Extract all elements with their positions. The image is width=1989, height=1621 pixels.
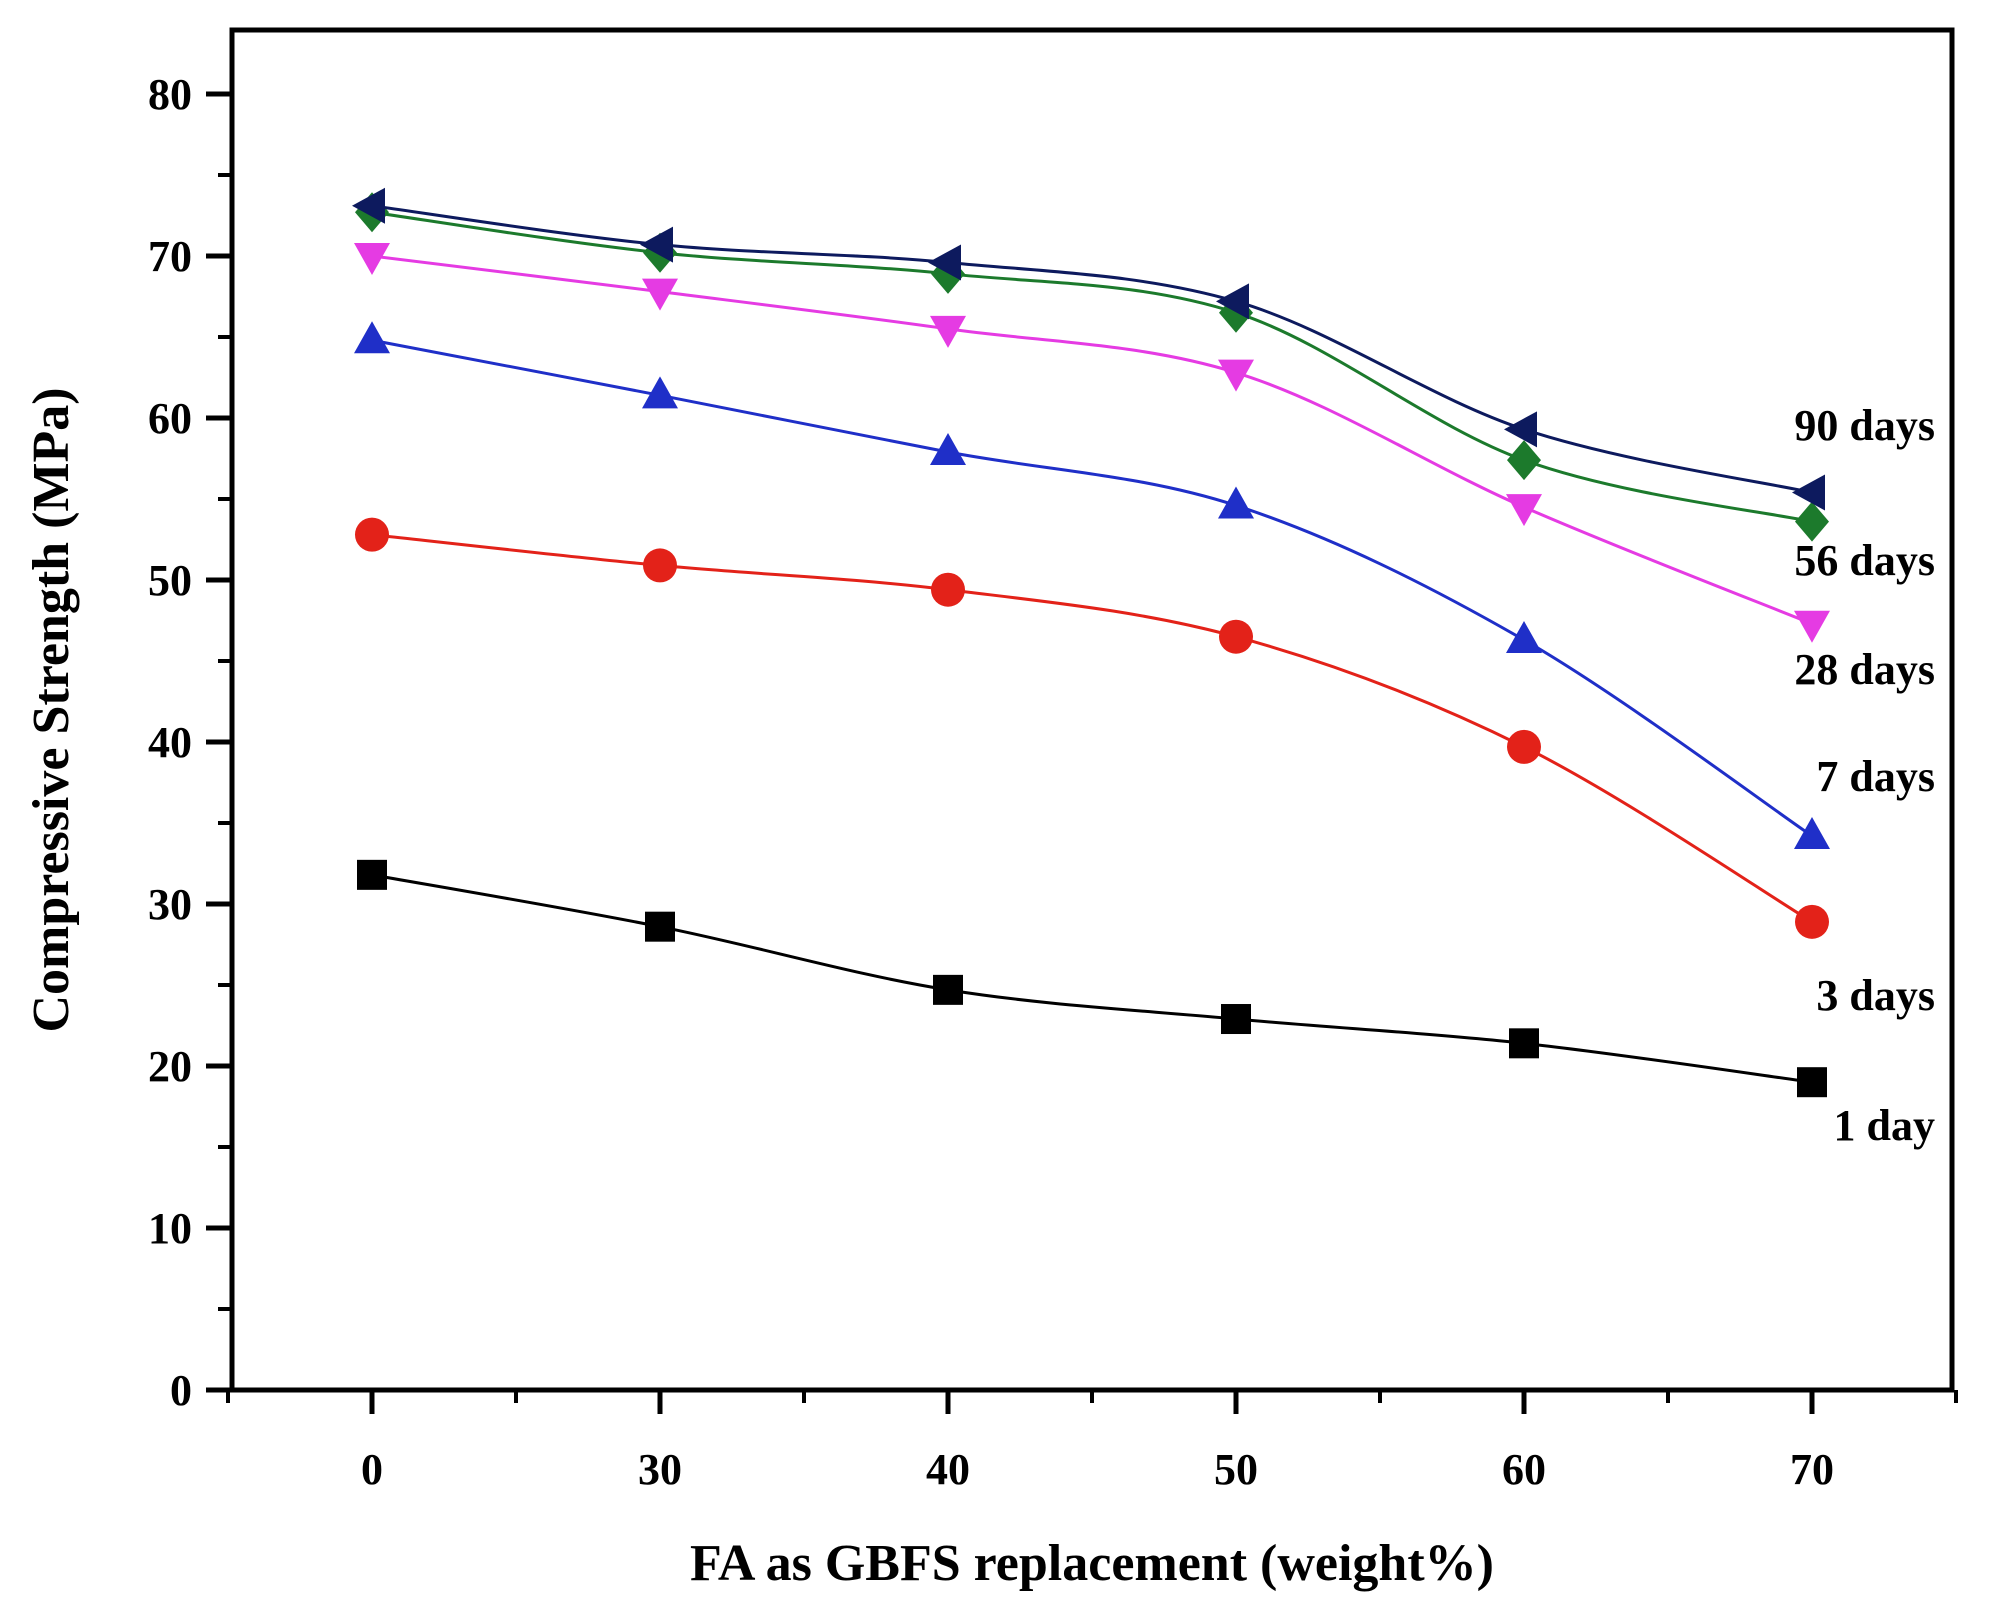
- series-90-days: [352, 187, 1825, 511]
- series-label: 90 days: [1794, 401, 1935, 450]
- data-point-circle: [1507, 729, 1541, 764]
- series-line: [371, 254, 1813, 626]
- y-tick-label: 50: [148, 556, 192, 605]
- data-point-triangle-left: [352, 187, 385, 224]
- series-3-days: [355, 517, 1829, 939]
- data-point-triangle-left: [1504, 411, 1537, 448]
- data-point-triangle-left: [1792, 474, 1825, 511]
- data-point-square: [1797, 1067, 1827, 1098]
- data-point-circle: [1219, 619, 1253, 654]
- x-tick-label: 0: [361, 1445, 383, 1494]
- series-7-days: [354, 321, 1830, 849]
- series-line: [371, 873, 1813, 1084]
- data-point-triangle-down: [1506, 494, 1542, 527]
- data-point-circle: [355, 517, 389, 552]
- x-tick-label: 40: [926, 1445, 970, 1494]
- series-label: 56 days: [1794, 536, 1935, 585]
- data-point-triangle-down: [1218, 359, 1254, 392]
- data-point-triangle-down: [354, 243, 390, 275]
- plot-frame: [229, 27, 1955, 1393]
- x-tick-label: 70: [1790, 1445, 1834, 1494]
- data-point-diamond: [1507, 440, 1541, 481]
- data-point-triangle-up: [1794, 816, 1830, 849]
- series-label: 28 days: [1794, 645, 1935, 694]
- data-point-square: [645, 911, 675, 942]
- x-tick-label: 50: [1214, 1445, 1258, 1494]
- data-point-triangle-up: [930, 433, 966, 466]
- series-line: [371, 210, 1813, 524]
- series-1-day: [357, 859, 1827, 1098]
- y-tick-label: 0: [170, 1366, 192, 1415]
- data-point-square: [1221, 1004, 1251, 1035]
- data-point-triangle-left: [1216, 283, 1249, 320]
- series-label: 1 day: [1834, 1101, 1935, 1150]
- y-tick-label: 80: [148, 70, 192, 119]
- series-group: 1 day 3 days 7 days 28 days 56 days 90 days: [352, 187, 1935, 1150]
- data-point-triangle-left: [640, 226, 673, 263]
- data-point-circle: [643, 548, 677, 583]
- data-point-triangle-down: [1794, 610, 1830, 643]
- series-label: 3 days: [1816, 971, 1935, 1020]
- y-axis-ticks: 0 10 20 30 40 50 60 70 80: [148, 70, 232, 1415]
- x-tick-label: 30: [638, 1445, 682, 1494]
- y-tick-label: 10: [148, 1204, 192, 1253]
- series-56-days: [355, 192, 1829, 542]
- data-point-square: [933, 974, 963, 1005]
- data-point-triangle-left: [928, 244, 961, 281]
- data-point-diamond: [1795, 501, 1829, 542]
- series-line: [371, 533, 1813, 924]
- data-point-triangle-up: [354, 321, 390, 354]
- series-line: [371, 338, 1813, 838]
- y-tick-label: 20: [148, 1042, 192, 1091]
- y-tick-label: 70: [148, 232, 192, 281]
- x-tick-label: 60: [1502, 1445, 1546, 1494]
- data-point-triangle-up: [1506, 620, 1542, 653]
- data-point-square: [357, 859, 387, 890]
- data-point-triangle-up: [642, 376, 678, 409]
- data-point-circle: [931, 572, 965, 607]
- series-label: 7 days: [1816, 752, 1935, 801]
- data-point-square: [1509, 1028, 1539, 1059]
- y-tick-label: 30: [148, 880, 192, 929]
- y-tick-label: 40: [148, 718, 192, 767]
- x-axis-ticks: 0 30 40 50 60 70: [226, 1390, 1958, 1494]
- x-axis-title: FA as GBFS replacement (weight%): [690, 1535, 1494, 1592]
- data-point-circle: [1795, 904, 1829, 939]
- data-point-triangle-up: [1218, 486, 1254, 519]
- data-point-triangle-down: [930, 315, 966, 348]
- series-28-days: [354, 243, 1830, 643]
- data-point-triangle-down: [642, 278, 678, 311]
- y-tick-label: 60: [148, 394, 192, 443]
- series-line: [371, 204, 1813, 494]
- y-axis-title: Compressive Strength (MPa): [23, 387, 80, 1032]
